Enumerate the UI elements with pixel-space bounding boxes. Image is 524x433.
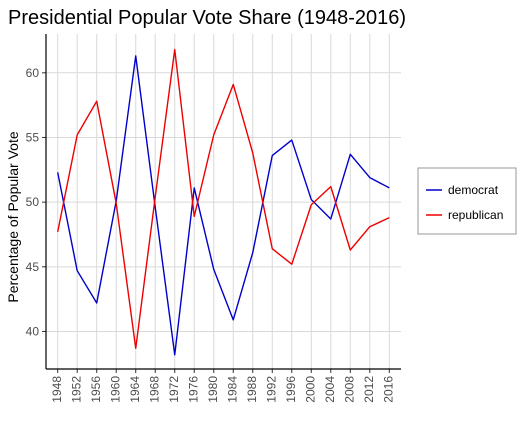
x-tick-label: 1960 <box>108 376 122 403</box>
x-tick-label: 1984 <box>225 376 239 403</box>
x-tick-label: 1968 <box>147 376 161 403</box>
x-tick-label: 2004 <box>323 376 337 403</box>
x-tick-label: 1972 <box>167 376 181 403</box>
y-tick-label: 40 <box>26 324 40 338</box>
series-line-republican <box>57 48 390 350</box>
x-tick-label: 1988 <box>245 376 259 403</box>
y-tick-label: 60 <box>26 66 40 80</box>
legend: democrat republican <box>417 167 517 235</box>
x-tick-label: 1980 <box>206 376 220 403</box>
x-tick-label: 1996 <box>284 376 298 403</box>
x-tick-label: 1956 <box>89 376 103 403</box>
x-tick-label: 1976 <box>186 376 200 403</box>
x-tick-label: 1992 <box>264 376 278 403</box>
x-tick-label: 2000 <box>303 376 317 403</box>
axes: 1948 1952 1956 1960 1964 1968 1972 1976 1980 1984… <box>26 34 401 403</box>
legend-label-democrat: democrat <box>448 183 499 197</box>
y-axis-label: Percentage of Popular Vote <box>5 131 21 302</box>
y-tick-label: 55 <box>26 130 40 144</box>
y-tick-label: 45 <box>26 260 40 274</box>
y-tick-label: 50 <box>26 195 40 209</box>
grid <box>46 34 401 369</box>
x-tick-label: 2016 <box>381 376 395 403</box>
legend-label-republican: republican <box>448 208 503 222</box>
x-tick-label: 2008 <box>342 376 356 403</box>
x-tick-label: 1948 <box>50 376 64 403</box>
legend-box <box>417 167 517 235</box>
x-tick-label: 1952 <box>69 376 83 403</box>
chart-title: Presidential Popular Vote Share (1948-20… <box>8 7 406 29</box>
x-tick-label: 2012 <box>362 376 376 403</box>
plot-lines <box>57 48 390 356</box>
series-line-democrat <box>57 55 390 356</box>
x-tick-label: 1964 <box>128 376 142 403</box>
